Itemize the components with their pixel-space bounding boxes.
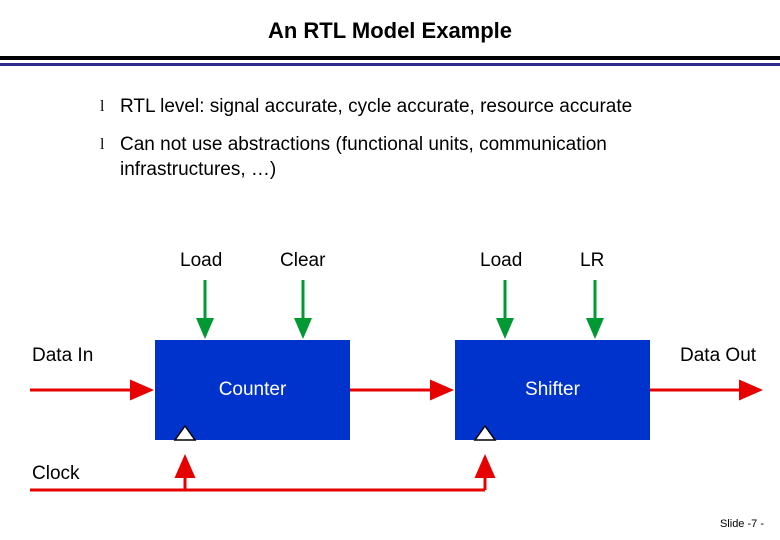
bullet-icon: l: [100, 98, 120, 116]
list-item: l RTL level: signal accurate, cycle accu…: [100, 94, 725, 120]
slide: An RTL Model Example l RTL level: signal…: [0, 0, 780, 540]
list-item: l Can not use abstractions (functional u…: [100, 132, 725, 183]
bullet-list: l RTL level: signal accurate, cycle accu…: [0, 66, 780, 183]
title-rule: [0, 56, 780, 66]
rtl-diagram: Load Clear Load LR Data In Data Out Cloc…: [0, 250, 780, 500]
bullet-text: RTL level: signal accurate, cycle accura…: [120, 94, 632, 120]
bullet-icon: l: [100, 136, 120, 154]
diagram-arrows: [0, 250, 780, 510]
page-title: An RTL Model Example: [0, 0, 780, 56]
bullet-text: Can not use abstractions (functional uni…: [120, 132, 725, 183]
slide-number: Slide -7 -: [720, 518, 764, 530]
rule-outer: [0, 56, 780, 60]
